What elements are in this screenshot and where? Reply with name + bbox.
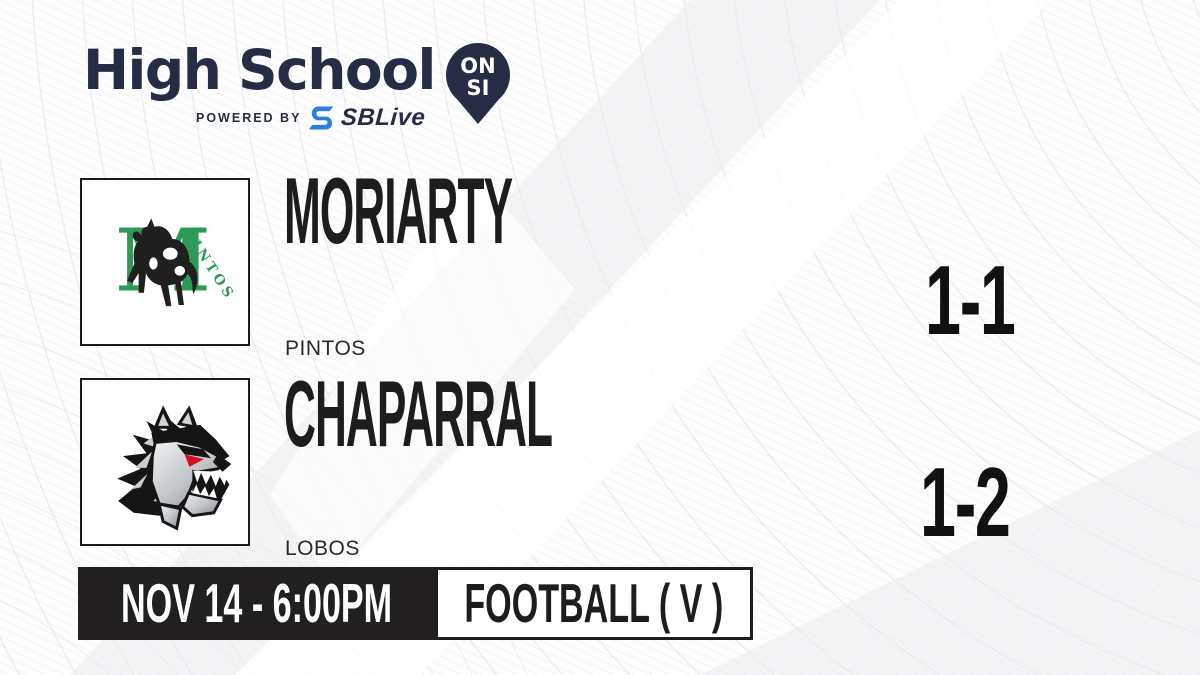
datetime-box: NOV 14 - 6:00PM xyxy=(78,567,435,640)
pin-text-on: ON xyxy=(460,54,495,78)
sport-box: FOOTBALL ( V ) xyxy=(435,567,753,640)
pin-text-si: SI xyxy=(466,76,489,100)
team1-mascot: PINTOS xyxy=(285,337,366,360)
sblive-icon xyxy=(309,106,334,130)
moriarty-logo-box: M PINTOS xyxy=(80,178,250,346)
powered-by-row: POWERED BY SBLive xyxy=(196,103,427,133)
brand-header: High School ON SI xyxy=(83,40,511,126)
team2-mascot: LOBOS xyxy=(285,537,360,560)
moriarty-pintos-logo: M PINTOS xyxy=(116,210,239,311)
pinto-horse-artwork xyxy=(127,218,198,307)
sblive-wordmark: SBLive xyxy=(340,104,427,131)
chaparral-logo-box xyxy=(80,378,250,546)
team2-name: CHAPARRAL xyxy=(284,361,553,466)
team1-record: 1-1 xyxy=(925,245,1016,355)
on-si-pin-badge: ON SI xyxy=(445,43,510,124)
datetime-text: NOV 14 - 6:00PM xyxy=(121,572,393,634)
brand-title: High School xyxy=(83,38,436,102)
powered-by-label: POWERED BY xyxy=(196,111,302,125)
sport-text: FOOTBALL ( V ) xyxy=(464,572,724,634)
wolf-artwork xyxy=(117,405,232,531)
team2-record: 1-2 xyxy=(920,447,1011,557)
chaparral-lobos-logo xyxy=(117,405,232,531)
team1-name: MORIARTY xyxy=(284,158,513,263)
